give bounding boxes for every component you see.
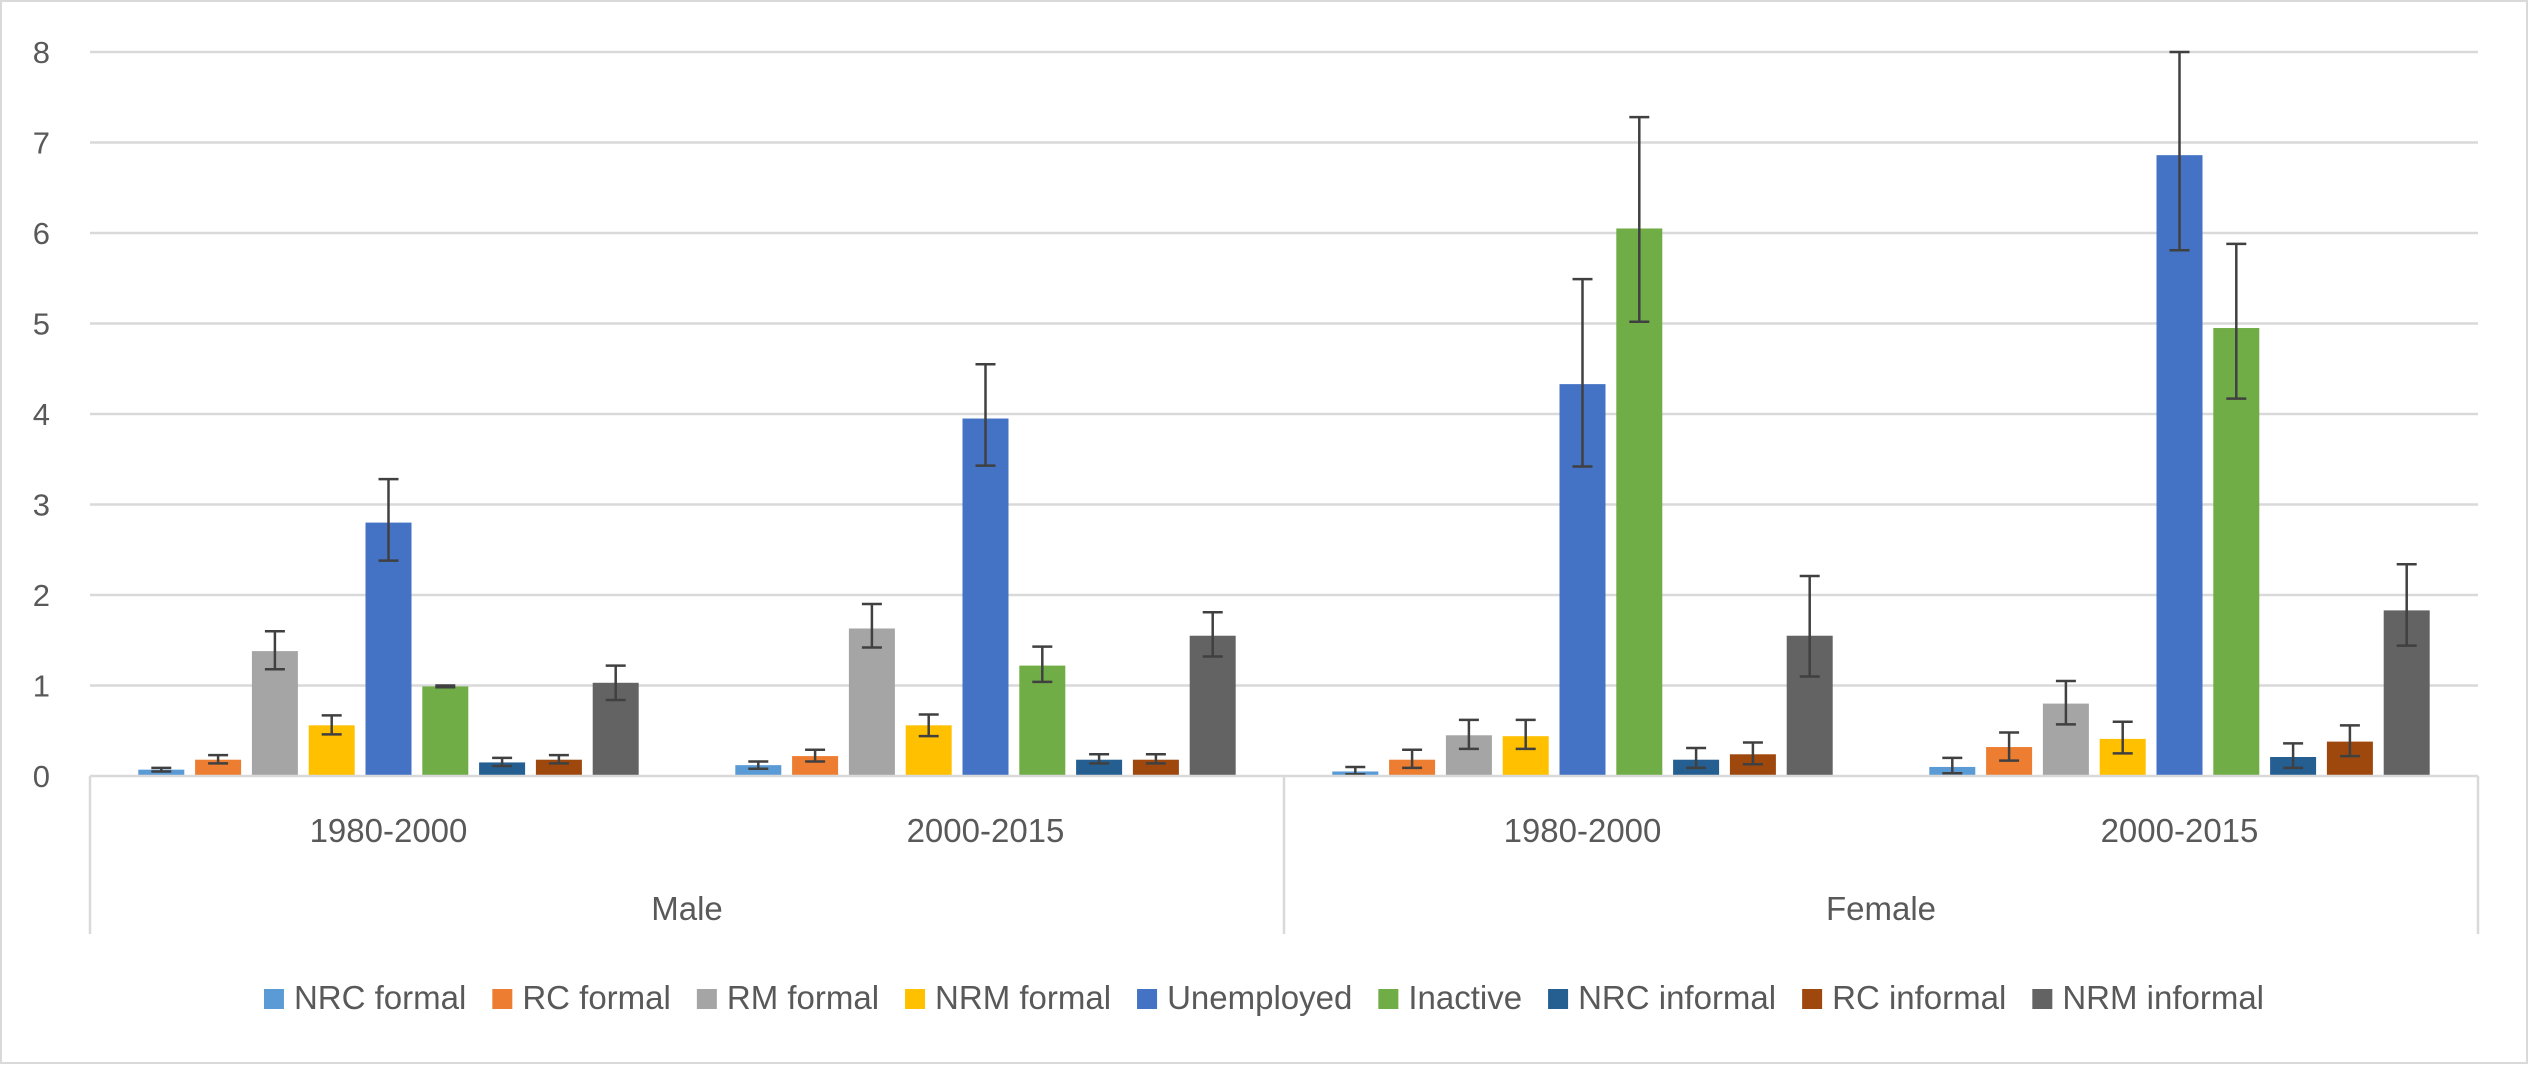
legend-swatch: [1548, 989, 1569, 1009]
legend: NRC formal RC formal RM formal NRM formal Un…: [263, 979, 2264, 1016]
y-tick-label: 0: [33, 759, 50, 794]
x-group-label: Male: [651, 890, 723, 927]
y-tick-label: 5: [33, 307, 50, 342]
y-tick-label: 1: [33, 669, 50, 704]
legend-label: NRM informal: [2062, 979, 2264, 1016]
x-tick-label: 2000-2015: [907, 812, 1065, 849]
bar: [1019, 665, 1066, 776]
category-axis: 1980-2000 2000-2015 Male 1980-2000 2000-2015…: [88, 774, 2480, 934]
y-tick-label: 2: [33, 578, 50, 613]
bar: [422, 686, 469, 776]
bar: [535, 759, 582, 776]
bar: [1189, 635, 1236, 776]
y-tick-label: 3: [33, 488, 50, 523]
legend-swatch: [263, 989, 284, 1009]
legend-item: NRM formal: [905, 979, 1111, 1016]
legend-item: Inactive: [1378, 979, 1522, 1016]
legend-item: RC informal: [1802, 979, 2006, 1016]
bar: [962, 418, 1009, 776]
gridlines: [90, 50, 2478, 687]
x-group-label: Female: [1826, 890, 1936, 927]
legend-swatch: [1137, 989, 1158, 1009]
legend-label: NRM formal: [935, 979, 1111, 1016]
legend-swatch: [1378, 989, 1399, 1009]
bars: [138, 155, 2430, 777]
bar: [195, 759, 242, 776]
legend-label: Inactive: [1408, 979, 1522, 1016]
bar: [848, 628, 895, 776]
legend-swatch: [2032, 989, 2053, 1009]
legend-item: Unemployed: [1137, 979, 1352, 1016]
legend-item: NRM informal: [2032, 979, 2264, 1016]
legend-label: RC formal: [522, 979, 671, 1016]
bar: [792, 756, 839, 776]
x-tick-label: 1980-2000: [310, 812, 468, 849]
bar: [365, 522, 412, 776]
y-tick-label: 4: [33, 397, 50, 432]
legend-label: Unemployed: [1167, 979, 1352, 1016]
bar: [2213, 328, 2260, 776]
x-tick-label: 1980-2000: [1504, 812, 1662, 849]
legend-label: NRC formal: [294, 979, 466, 1016]
legend-label: NRC informal: [1578, 979, 1776, 1016]
legend-label: RM formal: [727, 979, 879, 1016]
bar: [479, 762, 526, 776]
legend-swatch: [1802, 989, 1823, 1009]
legend-item: NRC formal: [263, 979, 466, 1016]
bar: [1132, 759, 1179, 776]
x-tick-label: 2000-2015: [2101, 812, 2259, 849]
bar: [2156, 155, 2203, 777]
legend-item: RM formal: [696, 979, 879, 1016]
legend-label: RC informal: [1832, 979, 2006, 1016]
legend-item: NRC informal: [1548, 979, 1776, 1016]
legend-swatch: [492, 989, 513, 1009]
bar: [138, 769, 185, 776]
y-tick-label: 7: [33, 126, 50, 161]
error-bars: [151, 50, 2417, 776]
bar: [251, 651, 298, 776]
y-tick-label: 8: [33, 35, 50, 70]
bar: [735, 765, 782, 776]
bar: [1076, 759, 1123, 776]
legend-swatch: [696, 989, 717, 1009]
y-axis-ticks: 0 1 2 3 4 5 6 7 8: [33, 35, 50, 794]
y-tick-label: 6: [33, 216, 50, 251]
legend-item: RC formal: [492, 979, 671, 1016]
legend-swatch: [905, 989, 926, 1009]
